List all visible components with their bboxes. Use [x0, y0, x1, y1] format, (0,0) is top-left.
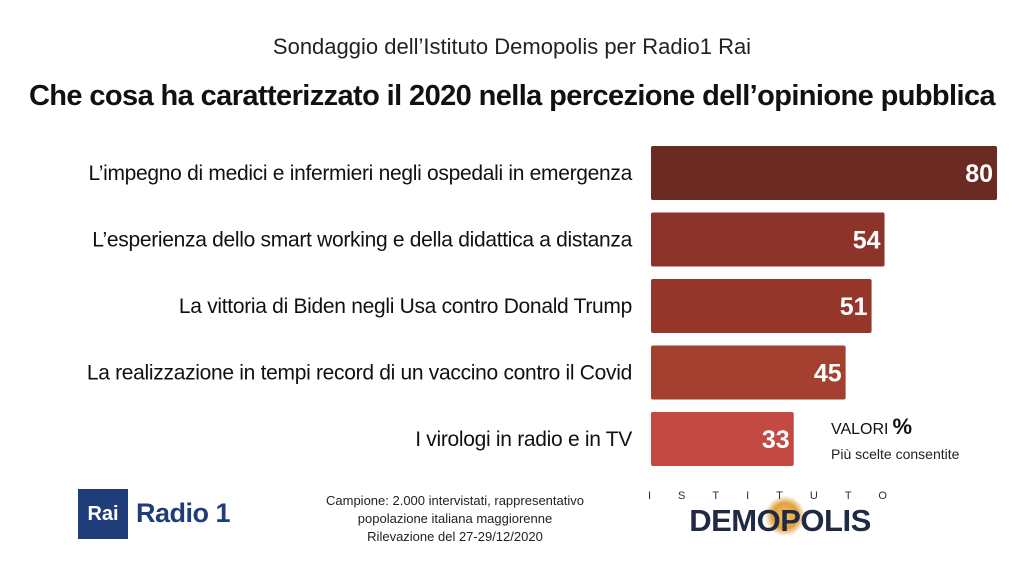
rai-radio1-logo: Rai Radio 1	[78, 489, 243, 539]
footnote-line: Rilevazione del 27-29/12/2020	[367, 529, 543, 544]
sun-icon	[765, 496, 805, 536]
units-note: Più scelte consentite	[831, 446, 960, 462]
category-label: L’impegno di medici e infermieri negli o…	[89, 162, 633, 185]
chart-subtitle: Sondaggio dell’Istituto Demopolis per Ra…	[272, 34, 752, 59]
bar	[651, 345, 846, 400]
bar	[651, 212, 885, 267]
bar-value-label: 80	[965, 160, 993, 188]
bar-value-label: 54	[853, 227, 881, 255]
demopolis-logo: ISTITUTO DEMOPOLIS	[648, 490, 912, 540]
bar	[651, 412, 794, 466]
bar	[651, 279, 872, 333]
category-label: La realizzazione in tempi record di un v…	[87, 362, 632, 385]
units-label: VALORI%	[831, 414, 912, 440]
percent-symbol: %	[892, 414, 913, 439]
category-label: I virologi in radio e in TV	[415, 428, 632, 451]
sample-footnote: Campione: 2.000 intervistati, rappresent…	[290, 492, 620, 546]
footnote-line: Campione: 2.000 intervistati, rappresent…	[326, 493, 584, 508]
category-label: La vittoria di Biden negli Usa contro Do…	[179, 295, 632, 318]
category-label: L’esperienza dello smart working e della…	[92, 229, 632, 252]
bar-value-label: 45	[814, 360, 842, 388]
bar-value-label: 51	[840, 293, 868, 321]
chart-title: Che cosa ha caratterizzato il 2020 nella…	[28, 80, 996, 112]
demopolis-logo-word: DEMOPOLIS	[689, 503, 871, 538]
units-text: VALORI	[831, 421, 889, 438]
radio1-logo-text: Radio 1	[136, 498, 231, 528]
bar	[651, 146, 997, 200]
rai-logo-mark: Rai	[78, 489, 128, 539]
footnote-line: popolazione italiana maggiorenne	[357, 511, 553, 526]
bar-value-label: 33	[762, 426, 790, 454]
demopolis-logo-top: ISTITUTO	[648, 490, 914, 502]
